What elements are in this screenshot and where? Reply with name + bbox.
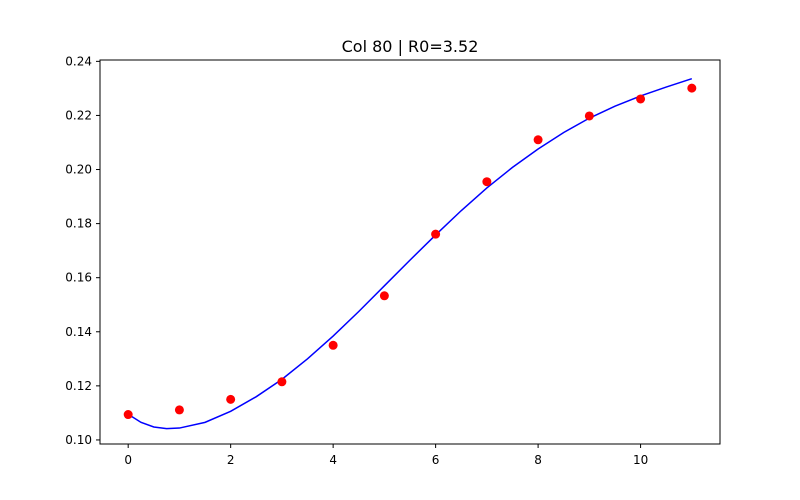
x-tick-label: 0	[124, 453, 132, 467]
y-tick-label: 0.18	[65, 217, 92, 231]
x-tick-label: 10	[633, 453, 648, 467]
chart-title: Col 80 | R0=3.52	[342, 37, 479, 56]
data-point	[379, 291, 389, 301]
x-tick-label: 2	[227, 453, 235, 467]
data-point	[584, 111, 594, 121]
x-tick-label: 6	[432, 453, 440, 467]
axes: 0 2 4 6 8 10 0.10 0.12 0.14 0.16 0.18 0.20 0.22 0.24	[65, 54, 648, 467]
data-point	[123, 410, 133, 420]
fit-curve-group	[127, 77, 693, 430]
data-point	[636, 94, 646, 104]
y-tick-label: 0.24	[65, 54, 92, 68]
x-tick-label: 8	[534, 453, 542, 467]
y-tick-label: 0.20	[65, 163, 92, 177]
data-point	[533, 135, 543, 145]
y-tick-label: 0.16	[65, 271, 92, 285]
y-tick-label: 0.10	[65, 433, 92, 447]
plot-frame	[99, 59, 721, 445]
fit-curve	[127, 77, 693, 430]
y-tick-label: 0.14	[65, 325, 92, 339]
data-point	[174, 405, 184, 415]
x-tick-label: 4	[329, 453, 337, 467]
data-point	[328, 340, 338, 350]
data-point	[431, 229, 441, 239]
data-point	[277, 377, 287, 387]
data-point	[687, 83, 697, 93]
data-point	[482, 177, 492, 187]
y-tick-label: 0.22	[65, 108, 92, 122]
data-point	[226, 394, 236, 404]
y-tick-label: 0.12	[65, 379, 92, 393]
data-points-group	[123, 83, 697, 420]
